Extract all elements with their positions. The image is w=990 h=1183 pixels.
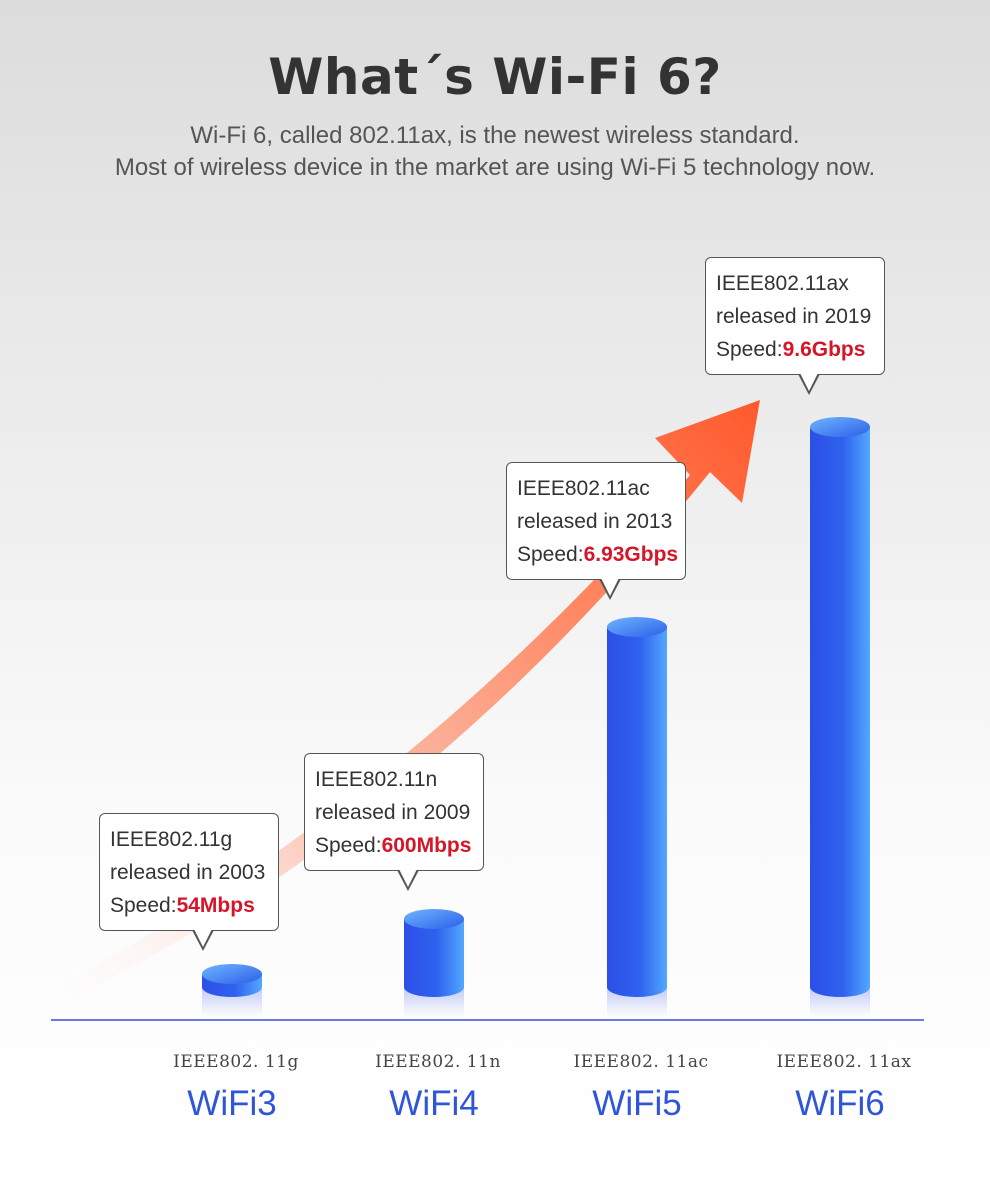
callout-release-year: released in 2009 [315,801,471,824]
callout-pointer [397,869,419,891]
bar-wifi4 [404,909,464,1017]
x-tick-label-wifi3: WiFi3 [187,1084,277,1123]
bar-body [810,427,870,997]
callout-standard: IEEE802.11ax [716,272,849,295]
x-tick-label-wifi5: WiFi5 [592,1084,682,1123]
callout-release-year: released in 2013 [517,510,673,533]
bar-wifi5 [607,617,667,1017]
callout-speed: Speed:54Mbps [110,889,268,922]
speed-value: 54Mbps [176,894,255,917]
x-tick-standard-wifi6: IEEE802. 11ax [776,1052,912,1072]
bar-wifi6 [810,417,870,1017]
bar-top [404,909,464,929]
x-tick-standard-wifi5: IEEE802. 11ac [573,1052,709,1072]
speed-callout-wifi4: IEEE802.11n released in 2009 Speed:600Mbps [304,753,484,891]
callout-standard: IEEE802.11g [110,828,233,851]
speed-callout-wifi3: IEEE802.11g released in 2003 Speed:54Mbps [99,813,279,951]
callout-pointer [192,929,214,951]
bar-top [810,417,870,437]
speed-callout-wifi5: IEEE802.11ac released in 2013 Speed:6.93Gb… [506,462,686,600]
bar-wifi3 [202,964,262,1017]
speed-label: Speed: [716,338,783,361]
speed-label: Speed: [315,834,382,857]
x-tick-label-wifi4: WiFi4 [389,1084,479,1123]
speed-value: 9.6Gbps [782,338,866,361]
speed-label: Speed: [110,894,177,917]
speed-callout-wifi6: IEEE802.11ax released in 2019 Speed:9.6Gbp… [705,257,885,395]
callout-speed: Speed:6.93Gbps [517,538,678,571]
bar-top [607,617,667,637]
callout-speed: Speed:9.6Gbps [716,333,874,366]
bar-body [404,919,464,997]
callout-standard: IEEE802.11n [315,768,438,791]
callout-release-year: released in 2019 [716,305,872,328]
subtitle-line-1: Wi-Fi 6, called 802.11ax, is the newest … [190,122,800,149]
page-title: What´s Wi-Fi 6? [268,48,722,106]
bar-body [607,627,667,997]
callout-speed: Speed:600Mbps [315,829,473,862]
x-tick-standard-wifi4: IEEE802. 11n [375,1052,501,1072]
x-tick-label-wifi6: WiFi6 [795,1084,885,1123]
callout-pointer [798,373,820,395]
trend-arrow-icon [48,400,760,1006]
speed-value: 600Mbps [381,834,472,857]
speed-value: 6.93Gbps [583,543,679,566]
callout-pointer [599,578,621,600]
speed-label: Speed: [517,543,584,566]
callout-release-year: released in 2003 [110,861,266,884]
x-tick-standard-wifi3: IEEE802. 11g [173,1052,299,1072]
callout-standard: IEEE802.11ac [517,477,650,500]
bar-top [202,964,262,984]
subtitle-line-2: Most of wireless device in the market ar… [114,154,876,181]
